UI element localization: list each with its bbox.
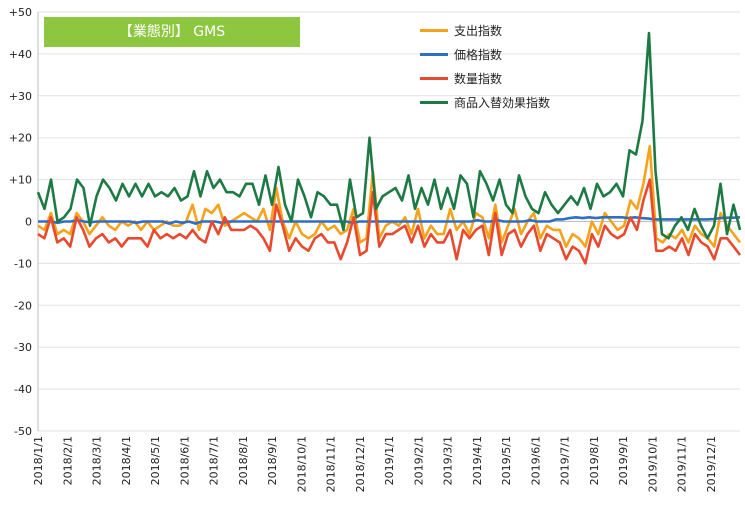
legend: 支出指数 価格指数 数量指数 商品入替効果指数: [420, 18, 550, 114]
x-tick-label: 2019/4/1: [471, 436, 484, 485]
legend-swatch-quantity: [420, 76, 448, 80]
legend-item-price: 価格指数: [420, 42, 550, 66]
x-tick-label: 2019/7/1: [559, 436, 572, 485]
y-tick-label: -30: [14, 341, 32, 354]
y-tick-label: -20: [14, 299, 32, 312]
x-tick-label: 2018/2/1: [61, 436, 74, 485]
x-tick-label: 2018/5/1: [149, 436, 162, 485]
x-axis-ticks: 2018/1/1 2018/2/1 2018/3/1 2018/4/1 2018/5/1…: [32, 436, 718, 492]
x-tick-label: 2019/2/1: [412, 436, 425, 485]
y-tick-label: +50: [9, 6, 32, 19]
x-tick-label: 2018/7/1: [208, 436, 221, 485]
legend-label-spending: 支出指数: [454, 23, 503, 38]
plot-lines: [36, 31, 742, 265]
x-tick-label: 2019/5/1: [500, 436, 513, 485]
x-tick-label: 2019/1/1: [383, 436, 396, 485]
x-tick-label: 2019/3/1: [442, 436, 455, 485]
x-tick-label: 2018/6/1: [178, 436, 191, 485]
x-tick-label: 2018/8/1: [237, 436, 250, 485]
legend-swatch-replacement: [420, 100, 448, 104]
y-tick-label: -40: [14, 383, 32, 396]
legend-item-spending: 支出指数: [420, 18, 550, 42]
y-tick-label: +10: [9, 174, 32, 187]
x-tick-label: 2019/11/1: [676, 436, 689, 492]
legend-label-price: 価格指数: [454, 47, 503, 62]
legend-swatch-spending: [420, 28, 448, 32]
y-tick-label: +20: [9, 132, 32, 145]
legend-label-quantity: 数量指数: [454, 71, 503, 86]
y-tick-label: 0: [25, 216, 32, 229]
series-line-1: [38, 216, 741, 225]
x-tick-label: 2019/12/1: [705, 436, 718, 492]
legend-item-quantity: 数量指数: [420, 66, 550, 90]
y-tick-label: +40: [9, 48, 32, 61]
legend-label-replacement: 商品入替効果指数: [454, 95, 551, 110]
x-tick-label: 2018/1/1: [32, 436, 45, 485]
x-tick-label: 2019/8/1: [588, 436, 601, 485]
y-tick-label: -50: [14, 425, 32, 438]
x-tick-label: 2018/11/1: [325, 436, 338, 492]
x-tick-label: 2019/6/1: [529, 436, 542, 485]
legend-item-replacement: 商品入替効果指数: [420, 90, 550, 114]
y-axis-ticks: +50 +40 +30 +20 +10 0 -10 -20 -30 -40 -50: [9, 6, 32, 438]
y-tick-label: +30: [9, 90, 32, 103]
x-tick-label: 2018/3/1: [91, 436, 104, 485]
series-line-2: [37, 178, 742, 265]
x-tick-label: 2018/10/1: [295, 436, 308, 492]
x-tick-label: 2018/12/1: [354, 436, 367, 492]
y-tick-label: -10: [14, 257, 32, 270]
x-tick-label: 2018/4/1: [120, 436, 133, 485]
x-tick-label: 2019/9/1: [617, 436, 630, 485]
chart-title: 【業態別】 GMS: [44, 17, 300, 47]
legend-swatch-price: [420, 52, 448, 56]
series-line-3: [36, 31, 742, 240]
x-tick-label: 2018/9/1: [266, 436, 279, 485]
x-tick-label: 2019/10/1: [646, 436, 659, 492]
